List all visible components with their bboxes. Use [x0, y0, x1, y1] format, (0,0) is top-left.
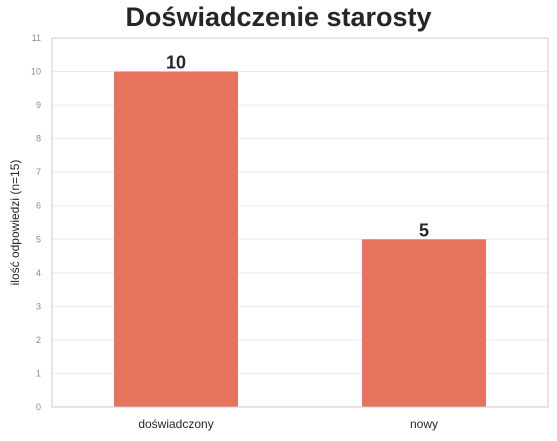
bars	[114, 71, 486, 407]
y-tick-label: 3	[36, 301, 41, 311]
bar	[362, 239, 486, 407]
y-tick-label: 11	[32, 33, 41, 43]
y-tick-label: 2	[36, 335, 41, 345]
bar	[114, 71, 238, 407]
data-labels: 10 5	[166, 53, 429, 241]
y-tick-label: 1	[36, 368, 41, 378]
y-tick-label: 6	[36, 201, 41, 211]
y-axis-ticks: 0 1 2 3 4 5 6 7 8 9 10 11	[31, 33, 41, 412]
y-tick-label: 10	[31, 67, 41, 77]
x-tick-label: doświadczony	[138, 417, 213, 431]
bar-data-label: 5	[419, 220, 429, 240]
y-tick-label: 9	[36, 100, 41, 110]
y-axis-label: ilość odpowiedzi (n=15)	[8, 160, 22, 286]
x-tick-label: nowy	[410, 417, 438, 431]
chart-title: Doświadczenie starosty	[125, 2, 432, 32]
y-tick-label: 5	[36, 234, 41, 244]
bar-data-label: 10	[166, 53, 186, 73]
x-axis-ticks: doświadczony nowy	[138, 417, 438, 431]
plot-frame	[51, 37, 549, 408]
y-tick-label: 8	[36, 134, 41, 144]
y-tick-label: 7	[36, 167, 41, 177]
y-tick-label: 0	[36, 402, 41, 412]
y-tick-label: 4	[36, 268, 41, 278]
